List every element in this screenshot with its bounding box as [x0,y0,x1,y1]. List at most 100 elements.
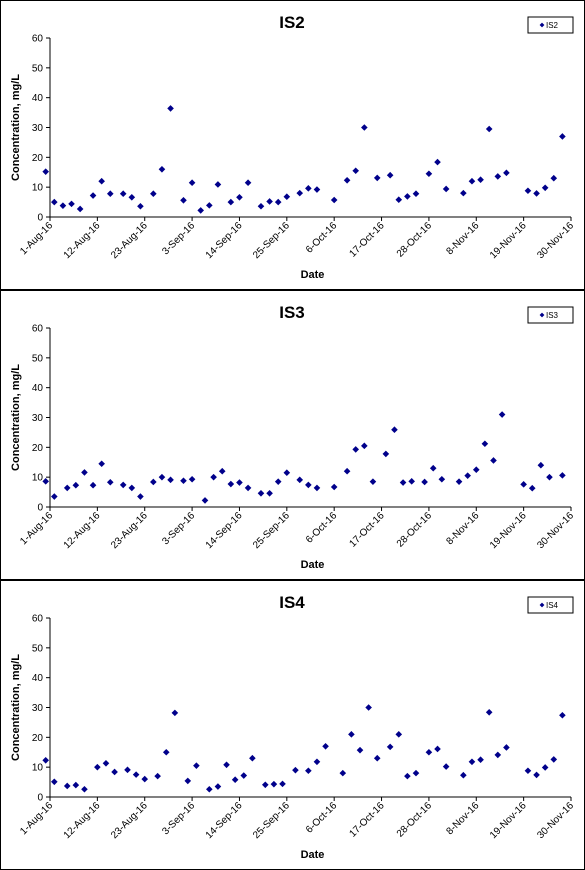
y-tick-label: 40 [32,673,44,684]
data-point [137,493,144,500]
data-point [485,125,493,133]
data-point [128,484,136,492]
data-point [524,767,532,775]
data-point [89,481,97,489]
data-point [425,170,433,178]
data-point [244,484,252,492]
data-point [206,785,213,793]
data-point [283,193,291,201]
data-point [197,207,205,214]
data-point [184,777,192,785]
x-tick-label: 1-Aug-16 [18,220,55,257]
legend: IS4 [527,596,574,614]
chart-svg: IS3 0 10 20 30 40 50 60 1-Aug-16 12-Aug-16 23-Aug-… [10,303,576,571]
data-point [102,759,110,767]
data-point [274,478,282,485]
chart-svg: IS4 0 10 20 30 40 50 60 1-Aug-16 12-Aug-16 23-Aug-… [10,593,576,861]
chart-panel-is4: IS4 0 10 20 30 40 50 60 1-Aug-16 12-Aug-16 23-Aug-… [0,580,585,870]
data-point [373,754,381,762]
data-point [106,478,114,486]
data-point [72,481,80,489]
data-point [330,196,338,204]
data-point [98,177,105,185]
legend-label: IS4 [546,601,559,610]
y-tick-label: 10 [32,763,44,774]
data-point [63,484,71,492]
data-point [201,497,209,504]
y-tick-label: 0 [37,793,43,804]
data-point [404,772,411,780]
data-point [382,450,390,458]
data-point [227,198,235,206]
data-point [42,168,49,175]
data-point [249,754,256,762]
data-point [223,761,230,769]
data-point [141,775,149,783]
data-point [137,202,144,210]
x-tick-label: 8-Nov-16 [445,800,482,837]
data-point [94,763,101,771]
data-point [81,785,88,793]
legend-marker [539,22,545,28]
data-point [106,190,114,198]
x-tick-label: 12-Aug-16 [62,220,103,261]
data-point [227,480,235,488]
data-point [188,475,196,483]
data-point [313,186,321,193]
x-tick-label: 23-Aug-16 [109,800,150,841]
data-point [279,780,286,788]
data-point [361,124,368,131]
legend-box [527,306,574,324]
data-point [550,174,558,182]
x-tick-label: 8-Nov-16 [445,220,482,257]
data-point [214,181,222,188]
data-point [356,746,364,754]
data-point [68,200,75,208]
data-point [395,196,403,203]
data-point [42,478,49,485]
y-tick-label: 60 [32,614,44,625]
data-point [468,177,476,185]
y-tick-label: 30 [32,123,44,134]
data-point [468,758,476,766]
data-point [257,202,265,210]
data-point [524,187,532,195]
data-point [464,472,471,479]
data-point [503,169,510,177]
x-tick-label: 28-Oct-16 [395,220,435,260]
data-point [76,205,84,213]
y-tick-label: 30 [32,413,44,424]
y-tick-label: 10 [32,473,44,484]
data-point [51,493,58,500]
x-tick-label: 6-Oct-16 [304,800,340,836]
x-tick-label: 30-Nov-16 [535,220,576,261]
data-point [261,781,269,789]
chart-svg: IS2 0 10 20 30 40 50 60 1-Aug-16 12-Aug-16 23-Aug-… [10,13,576,281]
x-axis-label: Date [301,849,325,861]
data-point [167,476,174,484]
x-tick-label: 3-Sep-16 [160,510,197,547]
x-tick-label: 6-Oct-16 [304,510,340,546]
data-point [339,769,347,777]
y-axis-label: Concentration, mg/L [10,74,22,181]
data-point [51,778,58,786]
data-point [313,758,321,766]
data-point [305,185,312,192]
data-point [158,165,166,173]
data-point [503,744,510,751]
data-point [455,478,463,485]
data-point [236,479,243,486]
x-tick-label: 30-Nov-16 [535,800,576,841]
data-point [391,426,398,434]
x-tick-label: 25-Sep-16 [251,510,292,551]
chart-title: IS4 [279,593,305,612]
data-point [477,176,484,184]
y-tick-label: 60 [32,324,44,335]
data-point [206,202,213,209]
data-point [533,771,540,779]
x-tick-label: 12-Aug-16 [62,510,103,551]
data-point [154,772,161,780]
data-point [373,174,381,182]
data-point [434,158,441,166]
